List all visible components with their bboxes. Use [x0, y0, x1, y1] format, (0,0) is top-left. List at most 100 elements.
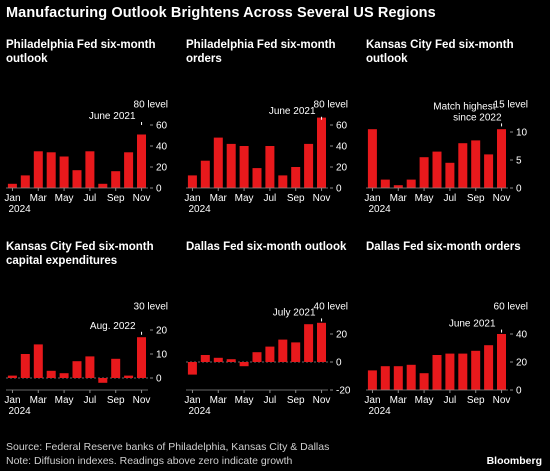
- y-tick-label: 15 level: [494, 100, 528, 111]
- bar-may: [419, 157, 429, 188]
- bar-apr: [46, 370, 56, 378]
- y-tick-label: 0: [156, 374, 162, 385]
- x-year-label: 2024: [368, 204, 391, 215]
- bar-aug: [98, 378, 108, 383]
- bar-jan-2024: [367, 129, 377, 188]
- bar-oct: [124, 152, 134, 188]
- bar-mar: [33, 344, 43, 378]
- y-tick-label: 40: [336, 142, 348, 153]
- y-tick-label: 5: [516, 156, 522, 167]
- bar-jun: [252, 168, 262, 188]
- chart-title: Philadelphia Fed six-month outlook: [6, 39, 156, 65]
- x-tick-label: Mar: [30, 395, 48, 406]
- x-tick-label: May: [55, 193, 74, 204]
- bar-sep: [291, 342, 301, 362]
- bar-oct: [484, 345, 494, 390]
- bar-nov: [137, 337, 146, 378]
- chart-title: Kansas City Fed six-month capital expend…: [6, 241, 154, 267]
- chart-title: Dallas Fed six-month orders: [366, 241, 521, 253]
- x-tick-label: Nov: [133, 395, 151, 406]
- x-tick-label: Mar: [210, 395, 228, 406]
- x-tick-label: Sep: [107, 193, 125, 204]
- y-tick-label: 0: [336, 184, 342, 195]
- y-tick-label: 80 level: [134, 100, 168, 111]
- x-tick-label: Sep: [107, 395, 125, 406]
- bar-chart-dallas-orders: 0 20 40 60 level June 2021 Jan Mar May Jul Sep Nov…: [364, 302, 528, 418]
- bar-feb: [200, 355, 210, 362]
- chart-panel-philly-orders: Philadelphia Fed six-month orders 0 20 40 6…: [184, 38, 366, 234]
- bar-jul: [85, 356, 95, 378]
- x-tick-label: Jan: [4, 193, 20, 204]
- chart-title: Dallas Fed six-month outlook: [186, 241, 347, 253]
- annotation-label: June 2021: [269, 106, 316, 117]
- bar-aug: [458, 353, 468, 390]
- y-tick-label: 20: [336, 330, 348, 341]
- x-year-label: 2024: [188, 406, 211, 417]
- x-tick-label: May: [415, 193, 434, 204]
- bar-mar: [213, 137, 223, 188]
- footnote: Note: Diffusion indexes. Readings above …: [6, 455, 293, 467]
- x-tick-label: Nov: [493, 193, 511, 204]
- x-tick-label: Sep: [467, 395, 485, 406]
- y-tick-label: 20: [156, 163, 168, 174]
- x-tick-label: May: [235, 395, 254, 406]
- bar-feb: [20, 354, 30, 378]
- x-tick-label: Jul: [264, 193, 277, 204]
- bar-chart-kc-capex: 0 10 20 30 level Aug. 2022 Jan Mar May Jul Sep Nov…: [4, 302, 168, 418]
- bar-jun: [252, 352, 262, 362]
- x-tick-label: Jan: [184, 395, 200, 406]
- chart-panel-dallas-outlook: Dallas Fed six-month outlook -20 0 20 40 le…: [184, 240, 366, 436]
- y-tick-label: 0: [516, 184, 522, 195]
- bar-oct: [304, 143, 314, 188]
- bar-apr: [226, 143, 236, 188]
- chart-panel-kc-capex: Kansas City Fed six-month capital expend…: [4, 240, 186, 436]
- bar-sep: [291, 167, 301, 188]
- bar-aug: [278, 339, 288, 362]
- chart-title: Philadelphia Fed six-month orders: [186, 39, 336, 65]
- bar-jul: [445, 162, 455, 188]
- x-year-label: 2024: [368, 406, 391, 417]
- chart-title: Kansas City Fed six-month outlook: [366, 39, 514, 65]
- x-tick-label: Jul: [84, 395, 97, 406]
- annotation-label: June 2021: [449, 319, 496, 330]
- main-title: Manufacturing Outlook Brightens Across S…: [6, 5, 436, 21]
- bar-nov: [137, 134, 146, 188]
- y-tick-label: 20: [516, 358, 528, 369]
- bar-jul: [265, 346, 275, 362]
- x-tick-label: May: [55, 395, 74, 406]
- bar-feb: [380, 179, 390, 188]
- x-tick-label: Mar: [390, 193, 408, 204]
- bar-jun: [432, 151, 442, 188]
- x-tick-label: Jan: [184, 193, 200, 204]
- bar-sep: [111, 171, 121, 188]
- y-tick-label: -20: [336, 386, 351, 397]
- x-tick-label: Mar: [390, 395, 408, 406]
- bar-apr: [226, 359, 236, 362]
- bar-jan-2024: [367, 370, 377, 390]
- annotation-label: Aug. 2022: [90, 321, 136, 332]
- y-tick-label: 40: [516, 330, 528, 341]
- annotation-label: June 2021: [89, 111, 136, 122]
- bar-feb: [200, 160, 210, 188]
- x-tick-label: Sep: [467, 193, 485, 204]
- chart-panel-dallas-orders: Dallas Fed six-month orders 0 20 40 60 leve…: [364, 240, 546, 436]
- x-year-label: 2024: [8, 204, 31, 215]
- bar-feb: [20, 175, 30, 188]
- x-year-label: 2024: [188, 204, 211, 215]
- bar-jun: [72, 170, 82, 188]
- x-tick-label: Nov: [313, 395, 331, 406]
- bar-sep: [471, 350, 481, 390]
- y-tick-label: 20: [336, 163, 348, 174]
- x-tick-label: Jul: [444, 193, 457, 204]
- bar-nov: [317, 117, 326, 188]
- bar-may: [419, 373, 429, 390]
- x-tick-label: Jul: [84, 193, 97, 204]
- bar-oct: [304, 324, 314, 362]
- y-tick-label: 40: [156, 142, 168, 153]
- bar-jul: [85, 151, 95, 189]
- bar-feb: [380, 366, 390, 390]
- bar-mar: [33, 151, 43, 189]
